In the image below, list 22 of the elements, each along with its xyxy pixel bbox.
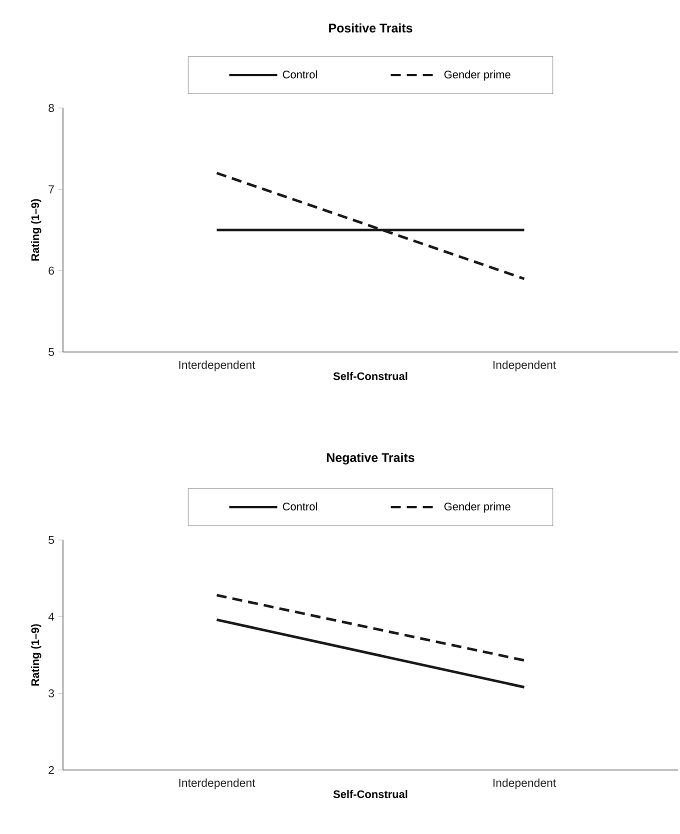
y-tick-label: 7	[48, 185, 54, 194]
y-tick-label: 5	[48, 536, 54, 544]
x-tick-label: Interdependent	[179, 360, 256, 372]
x-tick-label: Independent	[493, 778, 556, 790]
y-tick-label: 6	[48, 266, 54, 275]
y-axis-title: Rating (1–9)	[31, 624, 42, 686]
chart-title: Positive Traits	[329, 23, 412, 32]
y-tick-label: 4	[48, 612, 54, 621]
legend-label: Gender prime	[444, 502, 510, 513]
chart-title: Negative Traits	[327, 452, 414, 465]
y-tick-label: 2	[48, 766, 54, 774]
y-tick-label: 8	[48, 104, 54, 112]
y-axis-title: Rating (1–9)	[31, 199, 42, 261]
y-tick-label: 5	[48, 348, 54, 356]
legend-label: Control	[282, 70, 317, 78]
x-tick-label: Independent	[493, 360, 556, 372]
x-axis-title: Self-Construal	[333, 372, 408, 380]
legend-label: Gender prime	[444, 70, 510, 81]
legend-label: Control	[282, 502, 317, 510]
x-tick-label: Interdependent	[179, 778, 256, 790]
y-tick-label: 3	[48, 689, 54, 698]
x-axis-title: Self-Construal	[333, 790, 408, 798]
